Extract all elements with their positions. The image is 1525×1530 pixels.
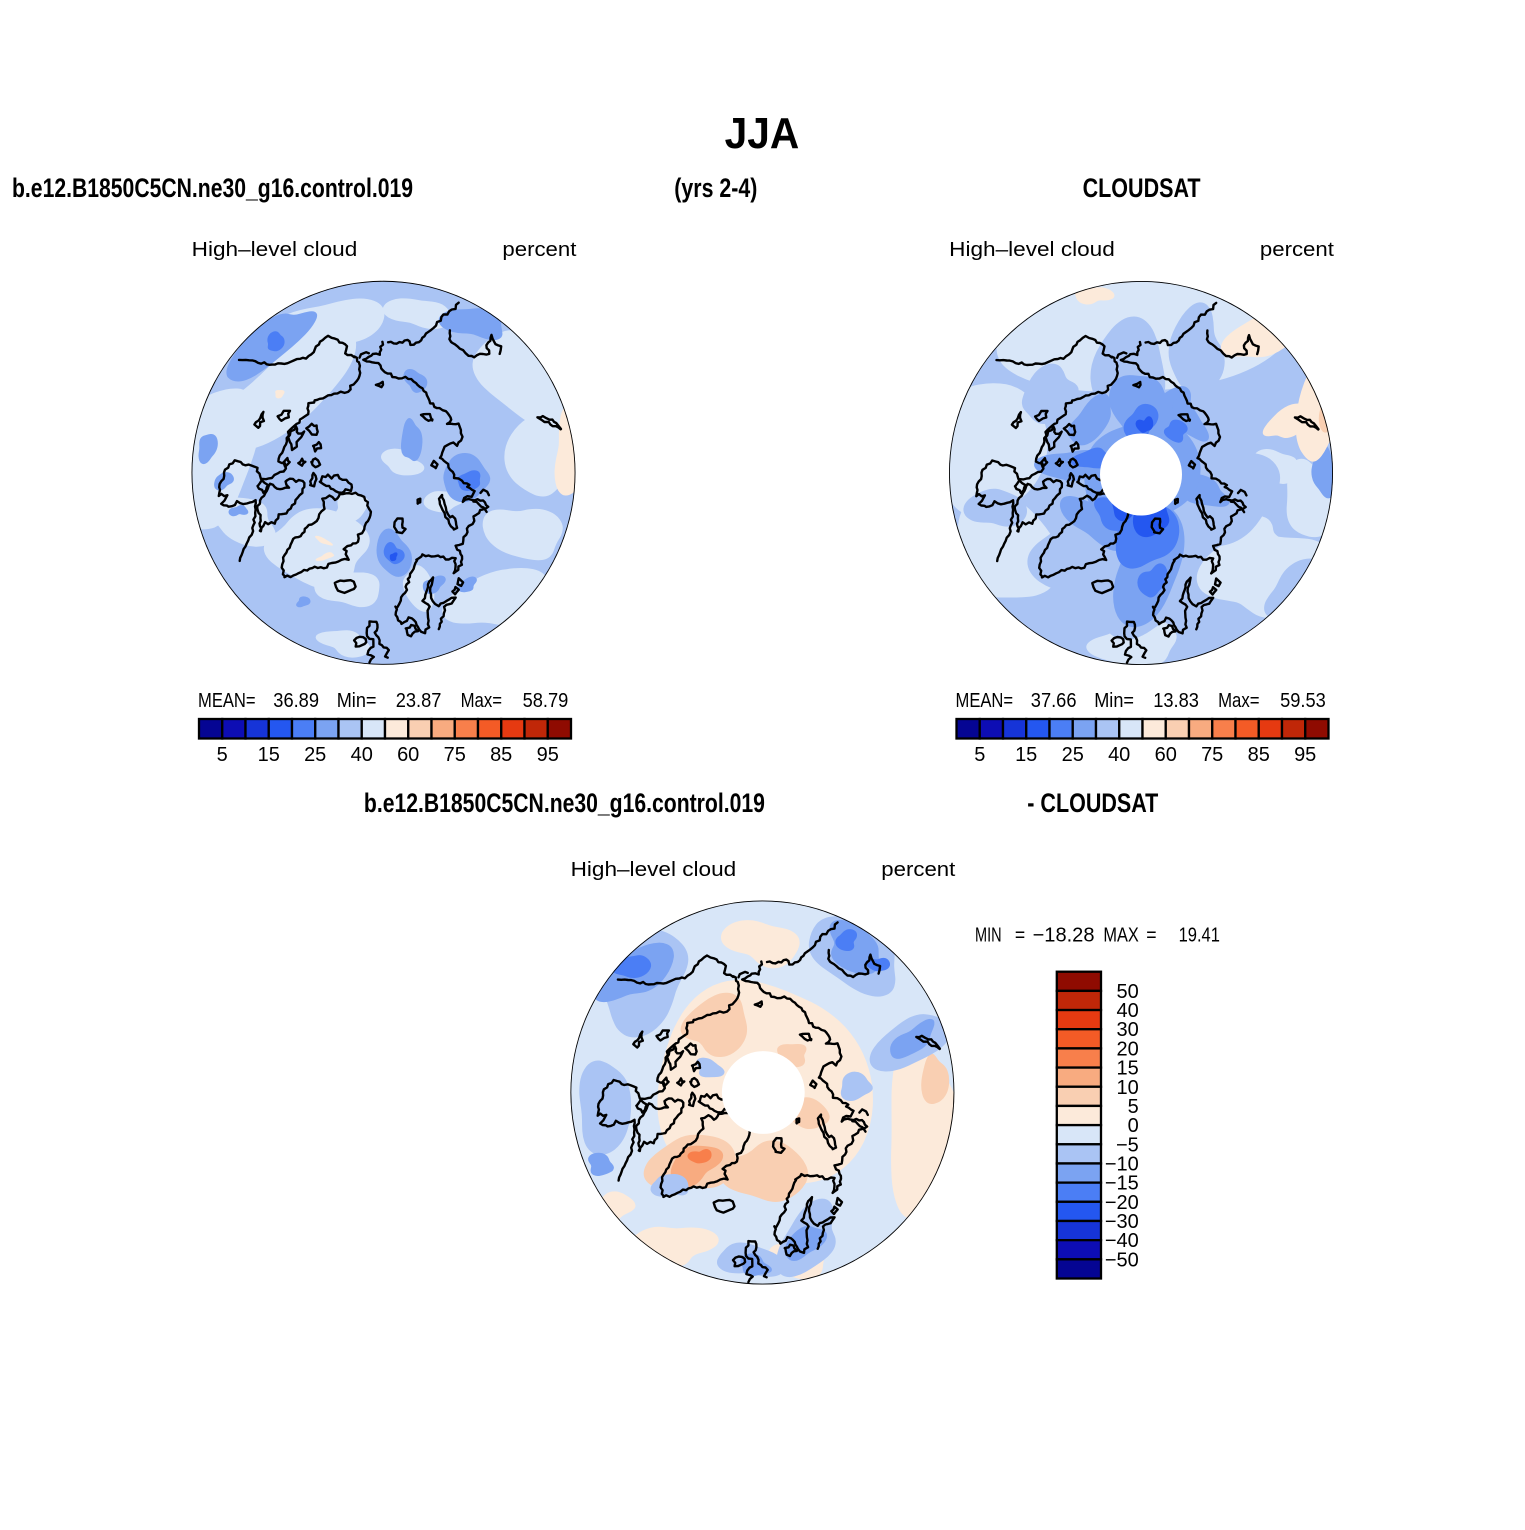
svg-text:30: 30	[1117, 1019, 1139, 1041]
svg-text:0: 0	[1128, 1115, 1139, 1137]
svg-text:JJA: JJA	[725, 109, 800, 158]
svg-text:- CLOUDSAT: - CLOUDSAT	[1027, 788, 1158, 818]
svg-text:High–level cloud: High–level cloud	[192, 239, 358, 261]
svg-text:40: 40	[1108, 744, 1130, 766]
svg-text:MEAN=: MEAN=	[198, 690, 256, 712]
svg-text:60: 60	[397, 744, 419, 766]
svg-text:85: 85	[490, 744, 512, 766]
svg-text:−5: −5	[1116, 1134, 1139, 1156]
svg-text:−20: −20	[1105, 1192, 1139, 1214]
svg-text:percent: percent	[502, 239, 576, 261]
svg-text:20: 20	[1117, 1038, 1139, 1060]
svg-text:−50: −50	[1105, 1249, 1139, 1271]
svg-text:59.53: 59.53	[1280, 690, 1326, 712]
svg-text:5: 5	[217, 744, 228, 766]
svg-text:CLOUDSAT: CLOUDSAT	[1083, 173, 1201, 203]
svg-text:36.89: 36.89	[273, 690, 319, 712]
svg-text:15: 15	[1015, 744, 1037, 766]
svg-text:=: =	[1146, 924, 1156, 946]
svg-text:37.66: 37.66	[1031, 690, 1077, 712]
svg-text:15: 15	[258, 744, 280, 766]
svg-text:Max=: Max=	[461, 690, 502, 712]
svg-text:13.83: 13.83	[1153, 690, 1199, 712]
svg-text:40: 40	[351, 744, 373, 766]
svg-text:95: 95	[537, 744, 559, 766]
svg-text:95: 95	[1294, 744, 1316, 766]
svg-text:58.79: 58.79	[523, 690, 569, 712]
svg-text:−15: −15	[1105, 1173, 1139, 1195]
svg-text:10: 10	[1117, 1077, 1139, 1099]
svg-text:percent: percent	[881, 859, 955, 881]
svg-text:5: 5	[974, 744, 985, 766]
svg-text:Min=: Min=	[337, 690, 377, 712]
svg-text:(yrs 2-4): (yrs 2-4)	[674, 173, 757, 203]
svg-text:Min=: Min=	[1094, 690, 1134, 712]
svg-text:85: 85	[1248, 744, 1270, 766]
svg-text:75: 75	[1201, 744, 1223, 766]
svg-text:15: 15	[1117, 1058, 1139, 1080]
svg-text:23.87: 23.87	[396, 690, 442, 712]
svg-text:−18.28: −18.28	[1033, 924, 1095, 946]
svg-text:percent: percent	[1260, 239, 1334, 261]
svg-text:5: 5	[1128, 1096, 1139, 1118]
svg-text:b.e12.B1850C5CN.ne30_g16.contr: b.e12.B1850C5CN.ne30_g16.control.019	[364, 788, 765, 818]
svg-text:−10: −10	[1105, 1154, 1139, 1176]
svg-text:25: 25	[1062, 744, 1084, 766]
svg-text:40: 40	[1117, 1000, 1139, 1022]
svg-text:High–level cloud: High–level cloud	[949, 239, 1115, 261]
svg-text:Max=: Max=	[1218, 690, 1259, 712]
svg-text:−40: −40	[1105, 1230, 1139, 1252]
svg-text:MAX: MAX	[1103, 924, 1138, 946]
svg-text:MIN: MIN	[975, 924, 1002, 946]
svg-text:60: 60	[1155, 744, 1177, 766]
svg-text:25: 25	[304, 744, 326, 766]
svg-text:=: =	[1015, 924, 1025, 946]
svg-text:High–level cloud: High–level cloud	[571, 859, 737, 881]
svg-text:−30: −30	[1105, 1211, 1139, 1233]
svg-text:50: 50	[1117, 981, 1139, 1003]
svg-text:19.41: 19.41	[1179, 924, 1220, 946]
svg-text:b.e12.B1850C5CN.ne30_g16.contr: b.e12.B1850C5CN.ne30_g16.control.019	[12, 173, 413, 203]
svg-text:MEAN=: MEAN=	[956, 690, 1014, 712]
svg-text:75: 75	[444, 744, 466, 766]
